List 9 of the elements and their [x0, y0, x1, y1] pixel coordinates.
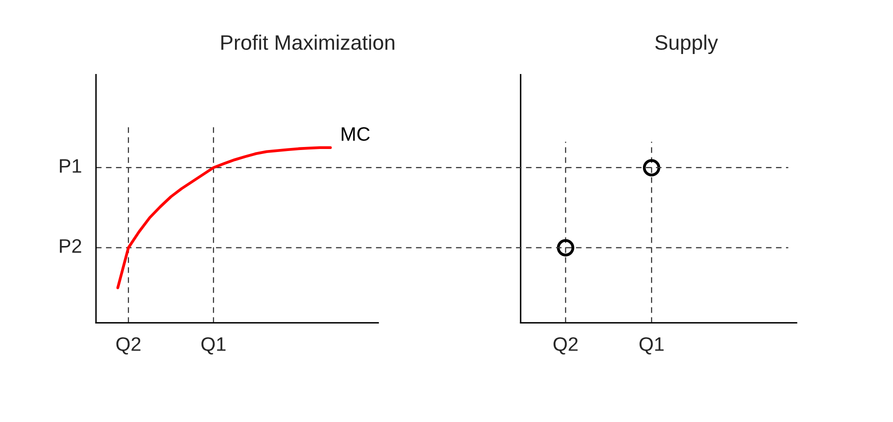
- x-tick-label: Q1: [201, 337, 226, 354]
- series-label: MC: [342, 127, 370, 141]
- x-tick-label: Q2: [554, 337, 578, 354]
- ref-line-label: P2: [60, 239, 82, 253]
- ref-line-label: P1: [60, 159, 82, 173]
- x-tick-label: Q2: [116, 337, 140, 354]
- x-tick-label: Q1: [640, 337, 664, 354]
- chart-title: Supply: [655, 34, 718, 54]
- chart-title: Profit Maximization: [221, 34, 394, 50]
